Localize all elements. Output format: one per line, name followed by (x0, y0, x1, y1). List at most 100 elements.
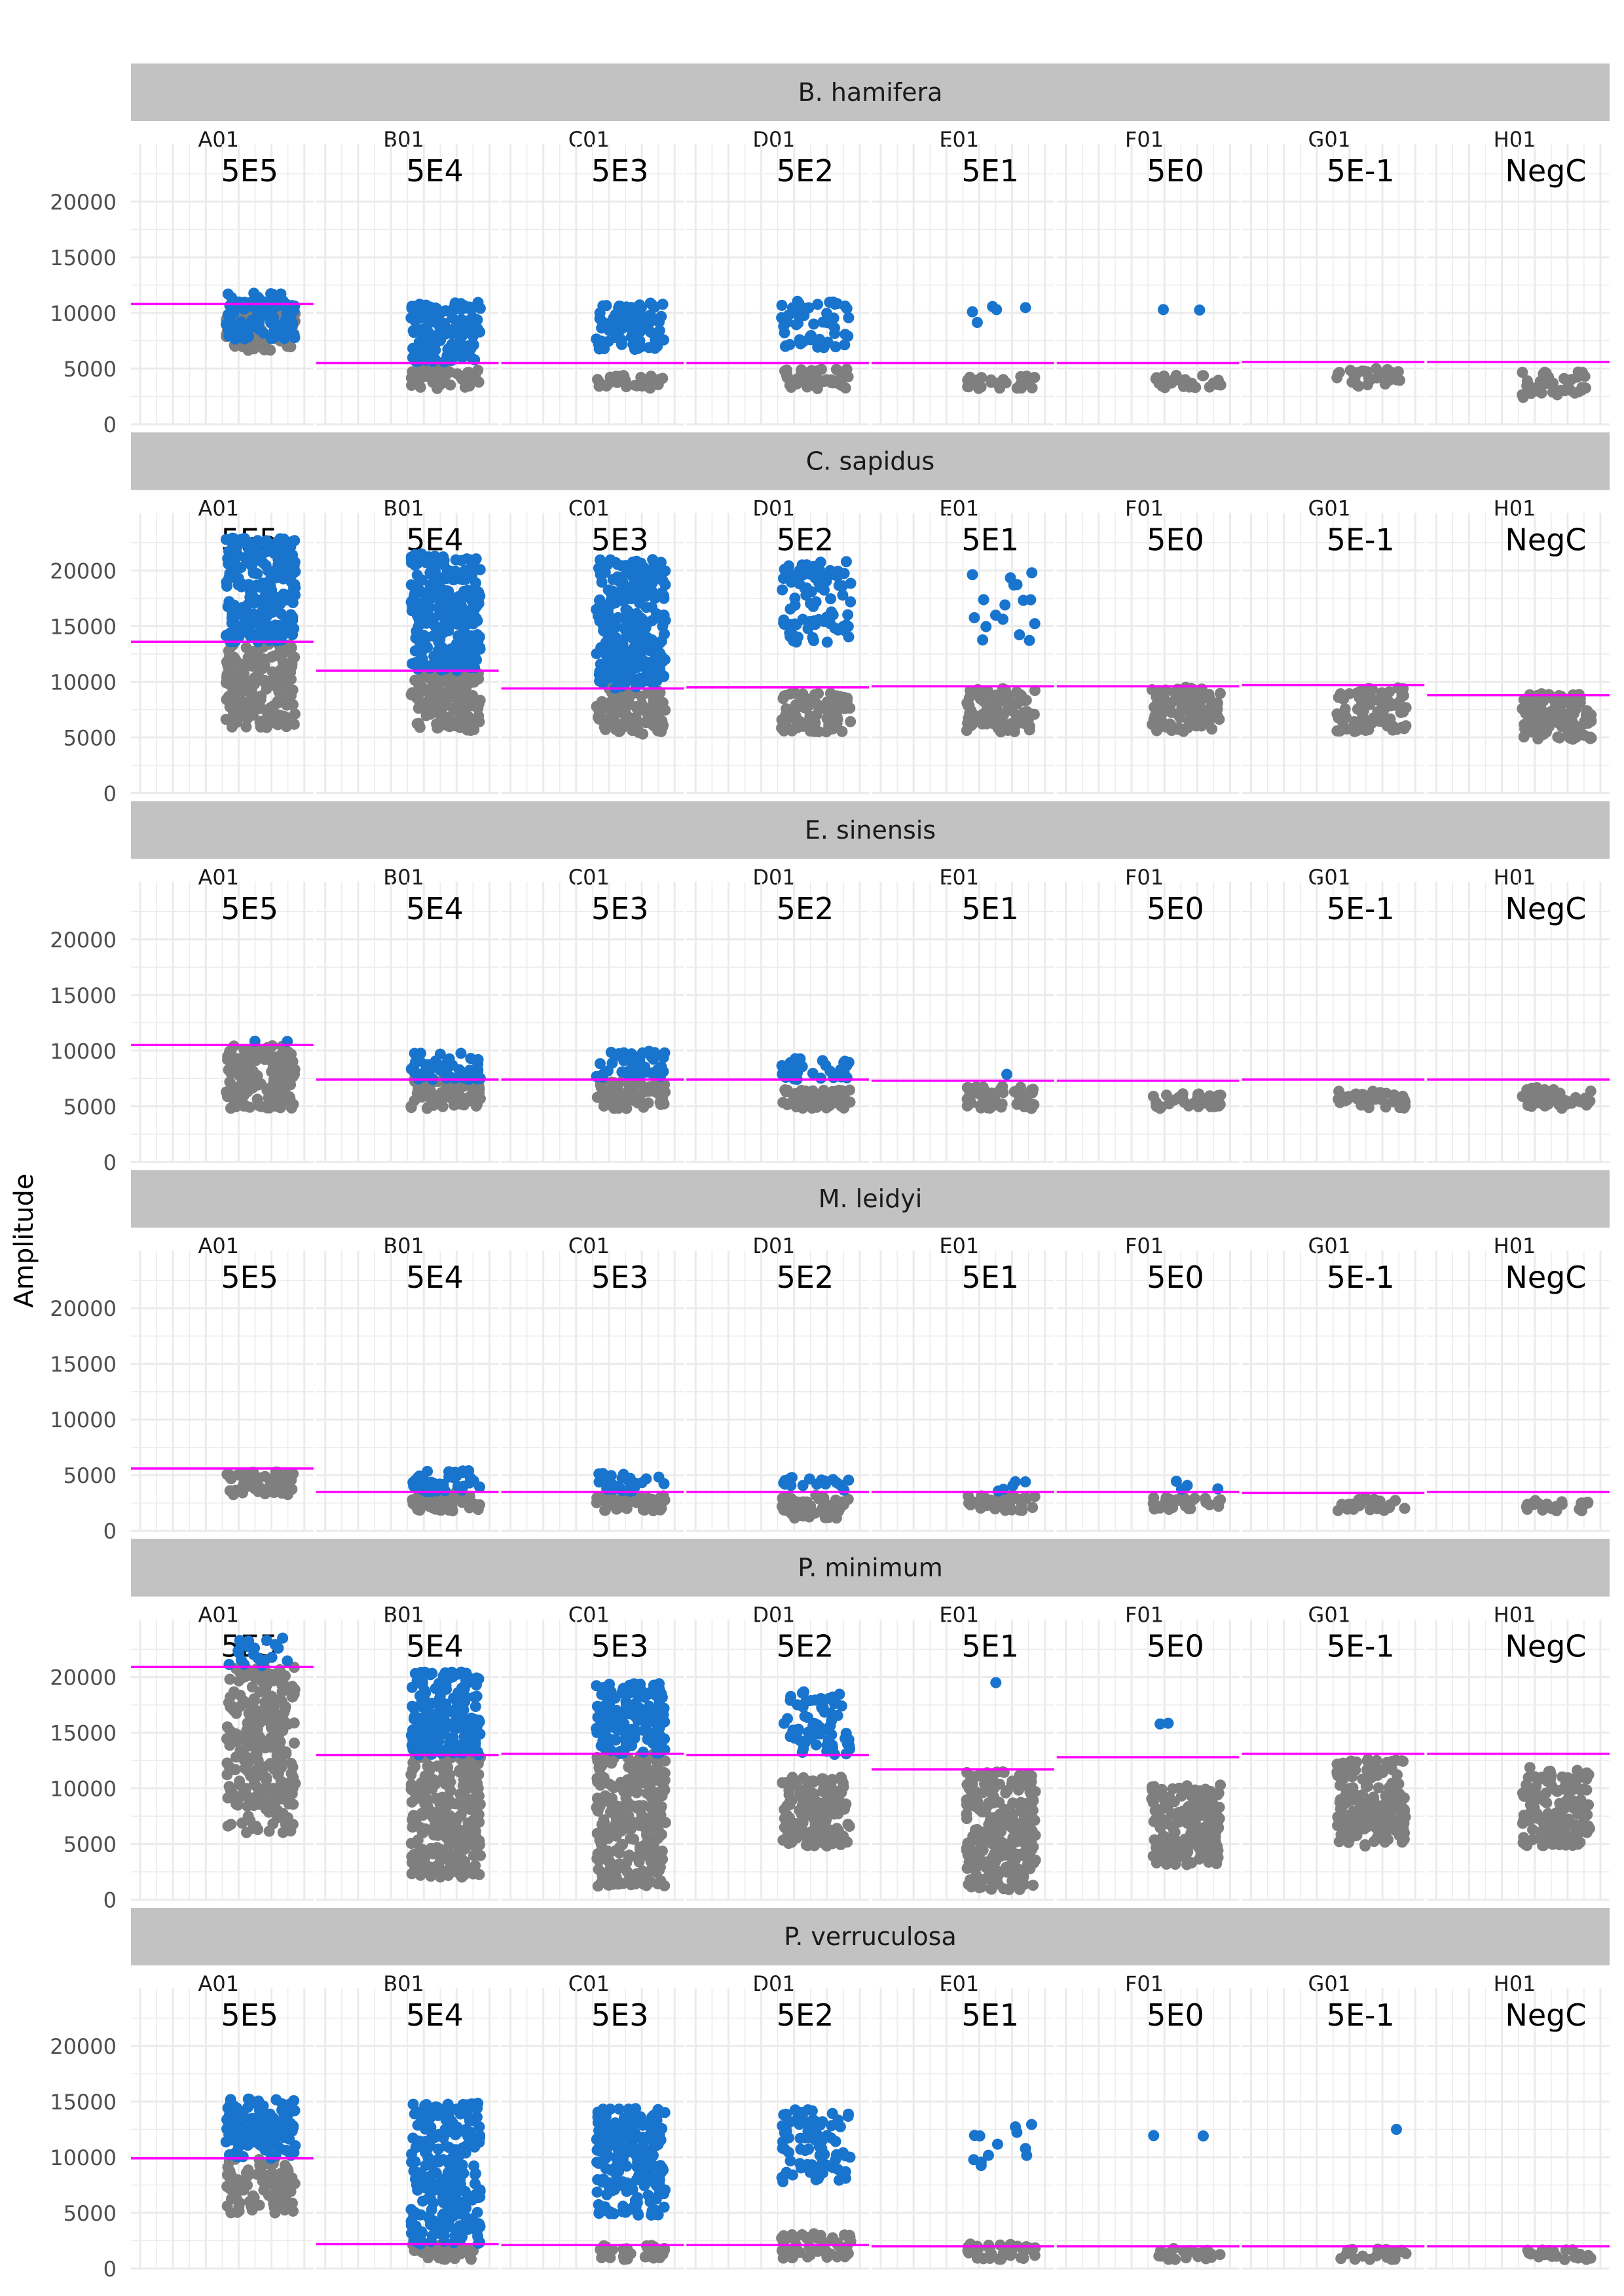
negative-droplet-point (256, 1675, 268, 1687)
negative-droplet-point (784, 712, 796, 724)
negative-droplet-point (274, 1724, 286, 1736)
negative-droplet-point (813, 704, 825, 716)
positive-droplet-point (811, 1478, 822, 1490)
positive-droplet-point (223, 545, 234, 557)
positive-droplet-point (236, 604, 248, 615)
negative-droplet-point (999, 1504, 1011, 1516)
negative-droplet-point (432, 722, 443, 734)
negative-droplet-point (229, 714, 240, 725)
negative-droplet-point (1172, 373, 1184, 385)
negative-droplet-point (443, 711, 455, 723)
negative-droplet-point (468, 723, 480, 735)
negative-droplet-point (832, 365, 843, 376)
negative-droplet-point (440, 674, 452, 685)
positive-droplet-point (441, 573, 452, 585)
positive-droplet-point (289, 566, 301, 577)
positive-droplet-point (778, 320, 790, 332)
negative-droplet-point (845, 716, 857, 727)
positive-droplet-point (446, 328, 458, 340)
positive-droplet-point (261, 535, 272, 547)
negative-droplet-point (225, 1102, 236, 1114)
negative-droplet-point (1385, 366, 1397, 378)
positive-droplet-point (779, 340, 791, 352)
positive-droplet-point (238, 1658, 250, 1670)
positive-droplet-point (969, 611, 980, 623)
negative-droplet-point (1522, 1085, 1534, 1097)
dilution-label: 5E0 (1147, 522, 1204, 557)
positive-droplet-point (619, 624, 631, 636)
negative-droplet-point (240, 1751, 252, 1762)
y-tick-label: 5000 (64, 1095, 117, 1120)
dilution-label: 5E-1 (1327, 153, 1395, 189)
negative-droplet-point (1023, 376, 1035, 388)
well-label: B01 (383, 496, 424, 520)
negative-droplet-point (611, 706, 623, 718)
negative-droplet-point (1356, 1496, 1367, 1508)
negative-droplet-point (454, 1788, 466, 1800)
positive-droplet-point (618, 1047, 630, 1059)
dilution-label: 5E0 (1147, 1260, 1204, 1295)
negative-droplet-point (238, 668, 250, 680)
negative-droplet-point (964, 371, 976, 383)
positive-droplet-point (987, 301, 999, 312)
negative-droplet-point (234, 1776, 246, 1787)
negative-droplet-point (1333, 367, 1344, 379)
positive-droplet-point (602, 1065, 614, 1077)
negative-droplet-point (441, 699, 452, 711)
negative-droplet-point (253, 650, 265, 662)
positive-droplet-point (619, 311, 631, 323)
negative-droplet-point (967, 711, 979, 723)
facet-row-c-sapidus: C. sapidus05000100001500020000A015E5B015… (50, 432, 1610, 806)
negative-droplet-point (432, 685, 444, 697)
positive-droplet-point (977, 634, 989, 646)
positive-droplet-point (456, 555, 468, 566)
dilution-label: 5E3 (591, 153, 649, 189)
negative-droplet-point (1166, 725, 1177, 737)
dilution-label: 5E-1 (1327, 891, 1395, 926)
negative-droplet-point (642, 1097, 654, 1109)
negative-droplet-point (259, 1785, 271, 1797)
dilution-label: 5E1 (961, 153, 1019, 189)
negative-droplet-point (280, 1748, 292, 1760)
positive-droplet-point (828, 1072, 840, 1084)
positive-droplet-point (805, 334, 817, 346)
dilution-label: NegC (1505, 1260, 1586, 1295)
positive-droplet-point (776, 299, 788, 311)
positive-droplet-point (1194, 304, 1206, 316)
positive-droplet-point (415, 598, 426, 610)
positive-droplet-point (829, 298, 841, 310)
negative-droplet-point (784, 1503, 796, 1515)
well-label: E01 (939, 865, 979, 890)
y-tick-label: 0 (103, 1519, 117, 1544)
negative-droplet-point (287, 1783, 299, 1795)
negative-droplet-point (274, 1664, 286, 1675)
negative-droplet-point (439, 1084, 451, 1096)
well-label: G01 (1308, 496, 1352, 520)
positive-droplet-point (655, 556, 667, 568)
negative-droplet-point (1158, 688, 1170, 700)
positive-droplet-point (648, 314, 659, 326)
well-label: D01 (752, 1233, 795, 1258)
negative-droplet-point (276, 1793, 288, 1805)
negative-droplet-point (813, 726, 824, 738)
well-label: H01 (1494, 127, 1536, 152)
well-label: A01 (198, 127, 239, 152)
negative-droplet-point (435, 1868, 447, 1880)
negative-droplet-point (1334, 725, 1346, 737)
positive-droplet-point (253, 628, 265, 640)
positive-droplet-point (647, 665, 659, 677)
positive-droplet-point (446, 338, 458, 350)
negative-droplet-point (234, 658, 246, 670)
positive-droplet-point (650, 608, 662, 619)
positive-droplet-point (426, 346, 438, 357)
positive-droplet-point (778, 1477, 790, 1489)
positive-droplet-point (464, 339, 475, 351)
positive-droplet-point (227, 319, 238, 331)
negative-droplet-point (1388, 721, 1400, 733)
positive-droplet-point (1025, 594, 1037, 606)
positive-droplet-point (818, 572, 830, 583)
negative-droplet-point (962, 700, 974, 712)
negative-droplet-point (974, 693, 986, 705)
negative-droplet-point (831, 690, 843, 702)
